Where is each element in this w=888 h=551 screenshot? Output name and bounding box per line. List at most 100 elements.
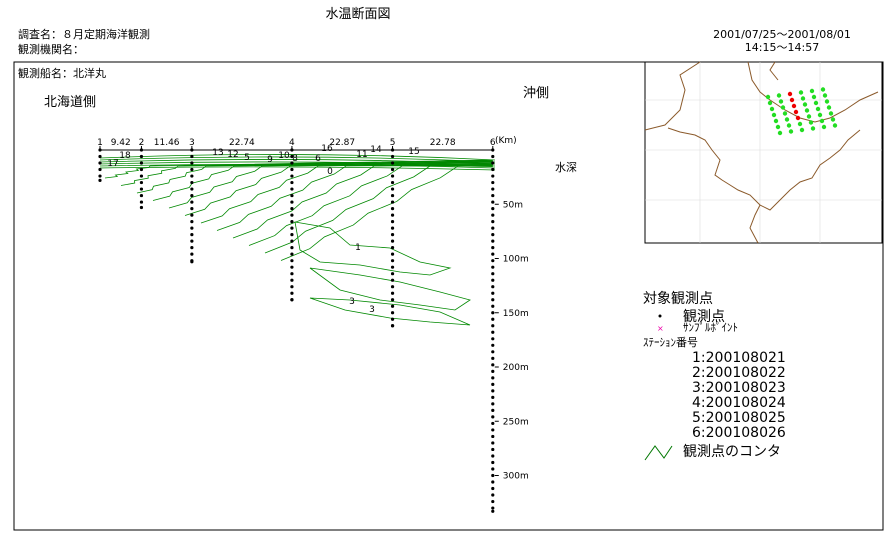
map-station: [780, 105, 786, 110]
observation-dot: [491, 148, 495, 152]
observation-dot: [190, 220, 194, 224]
observation-dot: [98, 148, 102, 152]
observation-dot: [190, 154, 194, 159]
map-station: [821, 124, 827, 130]
segment-distance: 22.78: [430, 138, 456, 148]
observation-dot: [290, 193, 294, 198]
map-station: [798, 90, 804, 95]
map-station: [808, 120, 814, 125]
legend-station: 6:200108026: [692, 425, 786, 441]
contour-line: [104, 159, 493, 179]
observation-dot: [190, 161, 194, 165]
station-bottom: [190, 260, 194, 264]
contour-line: [309, 297, 471, 326]
observation-dot: [491, 493, 495, 497]
legend-title: 対象観測点: [643, 290, 713, 307]
map-station: [775, 124, 781, 130]
legend-station: 5:200108025: [692, 410, 786, 426]
map-station: [784, 117, 790, 122]
map-station: [765, 94, 771, 100]
observation-dot: [491, 278, 495, 282]
observation-dot: [491, 447, 495, 452]
contour-label: 8: [292, 154, 298, 164]
segment-distance: 22.74: [229, 138, 255, 148]
observation-dot: [139, 148, 144, 152]
observation-dot: [491, 239, 495, 243]
contour-line: [309, 267, 471, 311]
observation-dot: [190, 252, 194, 256]
observation-dot: [139, 167, 144, 172]
observation-dot: [290, 265, 294, 269]
contour-label: 12: [227, 150, 238, 160]
observation-dot: [290, 200, 294, 204]
left-side: 北海道側: [44, 95, 96, 110]
observation-dot: [290, 272, 294, 276]
legend-station: 3:200108023: [692, 380, 786, 396]
observation-dot: [290, 259, 294, 263]
observation-dot: [190, 239, 194, 243]
map-station: [787, 91, 793, 97]
contour-label: 10: [278, 151, 290, 161]
observation-dot: [139, 174, 144, 178]
legend-sample-marker: ×: [657, 324, 664, 333]
observation-dot: [491, 369, 495, 373]
observation-dot: [491, 473, 495, 478]
map-station: [778, 99, 784, 104]
legend-contour-marker: [644, 445, 673, 461]
observation-dot: [491, 193, 495, 198]
contour-line: [264, 165, 493, 254]
station-label: 5: [390, 138, 396, 148]
contour-label: 1: [355, 243, 361, 253]
map-station: [800, 96, 806, 101]
observation-dot: [491, 402, 495, 406]
map-station: [793, 109, 799, 115]
observation-dot: [98, 167, 102, 172]
legend-contour: 観測点のコンタ: [683, 443, 781, 460]
observation-dot: [390, 311, 395, 315]
observation-dot: [290, 226, 294, 230]
depth-tick-label: 300m: [503, 472, 529, 482]
observation-dot: [491, 311, 495, 315]
contour-line: [99, 164, 496, 169]
contour-line: [232, 164, 493, 239]
observation-dot: [390, 148, 395, 152]
observation-dot: [139, 200, 144, 204]
segment-distance: 11.46: [154, 138, 180, 148]
contour-line: [200, 163, 493, 224]
observation-dot: [390, 291, 395, 295]
legend-station: 2:200108022: [692, 365, 786, 381]
observation-dot: [190, 206, 194, 211]
depth-tick-label: 200m: [503, 363, 529, 373]
observation-dot: [390, 285, 395, 289]
map-station: [788, 129, 794, 134]
observation-dot: [491, 187, 495, 191]
observation-dot: [491, 226, 495, 230]
observation-dot: [491, 337, 495, 341]
contour-line: [99, 159, 496, 165]
legend-point: 観測点: [683, 308, 725, 325]
contour-label: 13: [212, 148, 223, 158]
observation-dot: [390, 154, 395, 159]
observation-dot: [390, 278, 395, 282]
station-label: 6: [490, 138, 496, 148]
station-bottom: [390, 324, 395, 328]
map-station: [771, 112, 777, 118]
legend: 対象観測点 観測点 × ｻﾝﾌﾟﾙﾎﾟｲﾝﾄ ｽﾃｰｼｮﾝ番号 1:200108…: [643, 290, 786, 461]
observation-dot: [491, 200, 495, 204]
observation-dot: [190, 174, 194, 178]
observation-dot: [98, 154, 102, 159]
observation-dot: [491, 304, 495, 308]
observation-dot: [290, 206, 294, 211]
observation-dot: [390, 206, 395, 211]
observation-dot: [390, 200, 395, 204]
map-station: [809, 88, 815, 94]
contour-label: 0: [327, 167, 333, 177]
observation-dot: [390, 259, 395, 263]
observation-dot: [491, 428, 495, 432]
depth-tick-label: 100m: [503, 255, 529, 265]
right-side: 沖側: [523, 86, 549, 101]
map-station: [804, 108, 810, 113]
observation-dot: [190, 213, 194, 217]
legend-sample: ｻﾝﾌﾟﾙﾎﾟｲﾝﾄ: [683, 321, 738, 334]
observation-dot: [491, 350, 495, 354]
